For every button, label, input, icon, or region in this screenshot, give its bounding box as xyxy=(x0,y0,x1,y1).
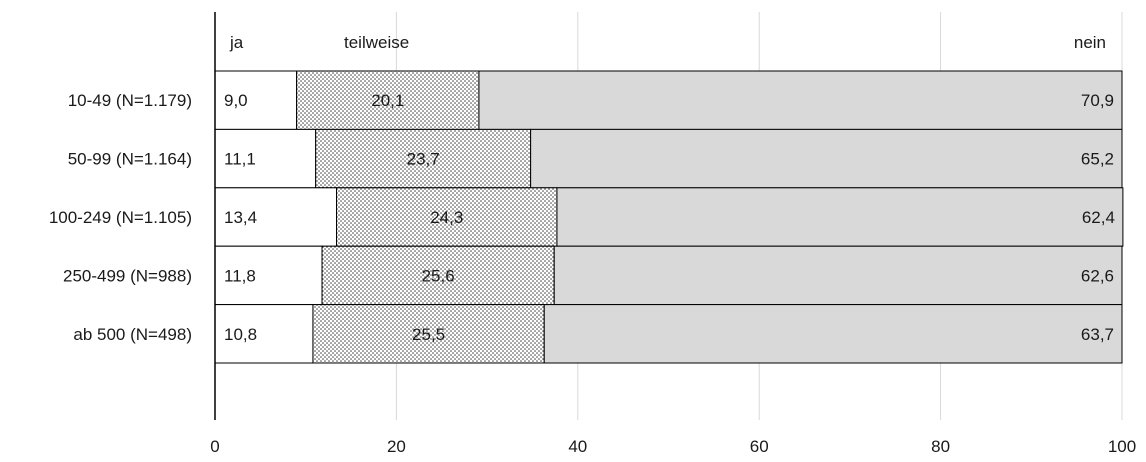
bar-segment-teilweise xyxy=(336,187,558,247)
bar-segment-nein xyxy=(530,128,1123,189)
category-label: 250-499 (N=988) xyxy=(63,266,192,285)
labels: 0 20 40 60 80 100 9,0 20,1 70,9 10-49 (N=1.179) 11… xyxy=(49,33,1136,456)
category-label: 50-99 (N=1.164) xyxy=(68,150,192,169)
legend-label-teilweise: teilweise xyxy=(344,33,409,52)
bar-segment-ja xyxy=(214,187,338,247)
data-label: 25,6 xyxy=(422,266,455,285)
x-tick-label: 100 xyxy=(1108,437,1136,456)
data-label: 65,2 xyxy=(1081,150,1114,169)
x-tick-label: 60 xyxy=(750,437,769,456)
data-label: 25,5 xyxy=(412,325,445,344)
bar-segment-nein xyxy=(556,187,1124,247)
bar-segment-nein xyxy=(553,245,1123,306)
data-label: 70,9 xyxy=(1081,91,1114,110)
category-label: 10-49 (N=1.179) xyxy=(68,91,192,110)
data-label: 9,0 xyxy=(224,91,248,110)
data-label: 11,1 xyxy=(224,150,256,169)
legend-label-ja: ja xyxy=(229,33,244,52)
x-tick-label: 0 xyxy=(210,437,219,456)
category-label: ab 500 (N=498) xyxy=(73,325,192,344)
data-label: 13,4 xyxy=(224,208,257,227)
bars xyxy=(214,70,1124,364)
bar-segment-nein xyxy=(543,304,1123,364)
data-label: 20,1 xyxy=(371,91,404,110)
bar-segment-nein xyxy=(478,70,1123,130)
data-label: 11,8 xyxy=(224,266,256,285)
data-label: 62,4 xyxy=(1082,208,1115,227)
x-tick-label: 20 xyxy=(387,437,406,456)
bar-segment-ja xyxy=(214,70,298,130)
bar-segment-teilweise xyxy=(312,304,545,364)
data-label: 10,8 xyxy=(224,325,257,344)
bar-segment-ja xyxy=(214,304,314,364)
data-label: 62,6 xyxy=(1081,266,1114,285)
data-label: 63,7 xyxy=(1081,325,1114,344)
data-label: 23,7 xyxy=(407,150,440,169)
bar-segment-ja xyxy=(214,245,323,306)
bar-segment-ja xyxy=(214,128,317,189)
x-tick-label: 40 xyxy=(568,437,587,456)
bar-segment-teilweise xyxy=(315,128,532,189)
data-label: 24,3 xyxy=(430,208,463,227)
category-label: 100-249 (N=1.105) xyxy=(49,208,192,227)
x-tick-label: 80 xyxy=(931,437,950,456)
legend-label-nein: nein xyxy=(1074,33,1106,52)
